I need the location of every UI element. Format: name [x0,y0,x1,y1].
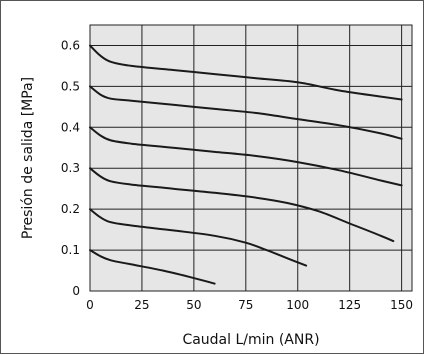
series-line-5 [89,208,308,267]
y-tick-label: 0 [72,284,80,298]
series-line-4 [89,167,395,243]
x-tick-label: 100 [286,298,309,312]
y-axis-label: Presión de salida [MPa] [20,77,36,239]
x-tick-label: 150 [390,298,413,312]
y-tick-label: 0.1 [61,243,80,257]
y-tick-label: 0.6 [61,38,80,52]
x-tick-label: 25 [134,298,149,312]
x-tick-label: 50 [186,298,201,312]
y-tick-label: 0.3 [61,161,80,175]
x-tick-label: 75 [238,298,253,312]
plot-area [89,24,413,292]
y-tick-label: 0.2 [61,202,80,216]
series-line-1 [89,44,403,101]
y-tick-labels: 0 0.1 0.2 0.3 0.4 0.5 0.6 [61,38,80,298]
series-line-2 [89,85,403,140]
y-tick-label: 0.5 [61,79,80,93]
series-line-3 [89,126,403,187]
x-tick-labels: 0 25 50 75 100 125 150 [86,298,413,312]
x-axis-label: Caudal L/min (ANR) [182,332,319,348]
grid [89,25,412,292]
x-tick-label: 125 [338,298,361,312]
y-tick-label: 0.4 [61,120,80,134]
series-line-6 [89,249,216,285]
series-lines [89,44,403,285]
x-tick-label: 0 [86,298,94,312]
